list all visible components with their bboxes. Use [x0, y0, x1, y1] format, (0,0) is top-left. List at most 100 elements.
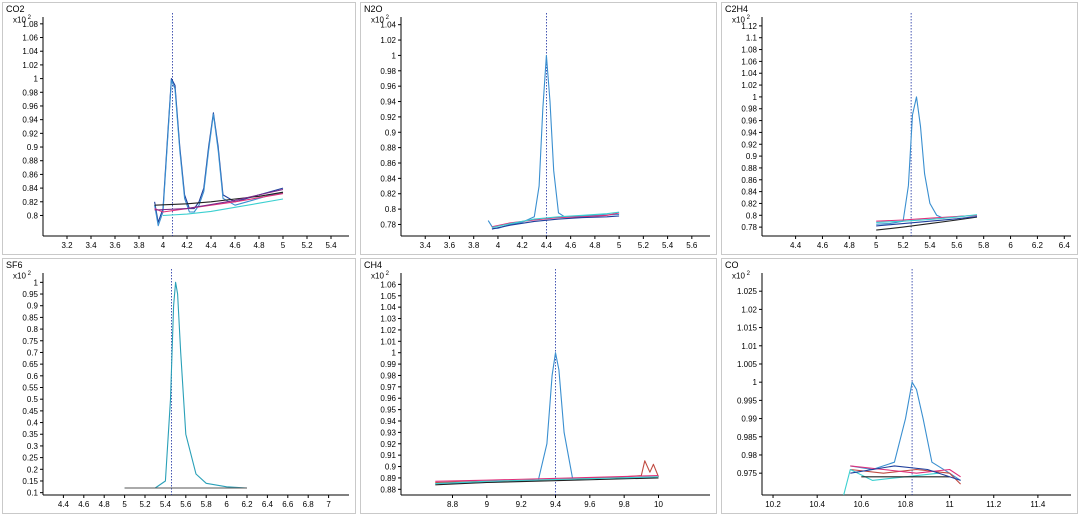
y-scale-exponent: 2 [744, 271, 750, 277]
x-tick-label: 4.2 [517, 241, 529, 250]
y-tick-label: 1.12 [741, 22, 757, 31]
y-tick-label: 0.88 [380, 144, 396, 153]
x-tick-label: 3.6 [109, 241, 121, 250]
chart-panel-co: CO x10 2 0.975 0.98 0.985 0.99 0.995 1 1.005 1.01… [721, 258, 1078, 514]
x-tick-label: 5.2 [139, 500, 151, 509]
y-tick-label: 0.65 [22, 360, 38, 369]
y-tick-label: 0.93 [380, 428, 396, 437]
y-tick-label: 0.94 [22, 116, 38, 125]
y-tick-label: 0.92 [22, 129, 38, 138]
x-tick-label: 5.6 [686, 241, 698, 250]
x-tick-label: 11.4 [1030, 500, 1046, 509]
y-scale-text: x10 [13, 15, 26, 25]
y-scale-label: x10 2 [371, 271, 389, 281]
y-tick-label: 0.95 [22, 290, 38, 299]
x-tick-label: 5 [617, 241, 622, 250]
chart-panel-c2h4: C2H4 x10 2 0.78 0.8 0.82 0.84 0.86 0.88 0.9 0.92 0… [721, 2, 1078, 255]
x-tick-label: 4 [161, 241, 166, 250]
chart-plot: 0.8 0.82 0.84 0.86 0.88 0.9 0.92 0.94 0.96 0.98 1 1… [22, 13, 349, 250]
y-tick-label: 1 [753, 378, 758, 387]
x-tick-label: 6.2 [241, 500, 253, 509]
y-tick-label: 1.02 [741, 81, 757, 90]
x-tick-label: 6 [1008, 241, 1013, 250]
x-tick-label: 6.6 [282, 500, 294, 509]
y-tick-label: 0.1 [27, 489, 39, 498]
y-tick-label: 1 [34, 75, 39, 84]
y-tick-label: 1.05 [380, 292, 396, 301]
y-scale-label: x10 2 [13, 15, 31, 25]
x-tick-label: 6.2 [1032, 241, 1044, 250]
y-tick-label: 0.82 [741, 199, 757, 208]
x-tick-label: 3.4 [85, 241, 97, 250]
y-tick-label: 0.98 [380, 371, 396, 380]
y-tick-label: 1 [392, 51, 397, 60]
y-tick-label: 1.08 [741, 46, 757, 55]
x-tick-label: 9.2 [516, 500, 528, 509]
series-line [491, 215, 620, 230]
y-tick-label: 1.025 [737, 287, 758, 296]
y-tick-label: 0.55 [22, 384, 38, 393]
y-tick-label: 0.98 [741, 105, 757, 114]
y-tick-label: 0.82 [380, 190, 396, 199]
y-tick-label: 0.25 [22, 454, 38, 463]
x-tick-label: 4.8 [253, 241, 265, 250]
y-tick-label: 0.85 [22, 313, 38, 322]
series-line [850, 381, 961, 481]
series-line [154, 79, 284, 227]
x-tick-label: 4.6 [229, 241, 241, 250]
x-tick-label: 3.2 [61, 241, 73, 250]
chart-plot: 0.78 0.8 0.82 0.84 0.86 0.88 0.9 0.92 0.94 0.96 0.… [741, 13, 1071, 250]
chart-title: C2H4 [725, 4, 749, 14]
x-tick-label: 4.6 [565, 241, 577, 250]
x-tick-label: 9.4 [550, 500, 562, 509]
x-tick-label: 7 [326, 500, 331, 509]
y-tick-label: 1.04 [22, 47, 38, 56]
y-tick-label: 0.96 [380, 82, 396, 91]
y-tick-label: 0.5 [27, 395, 39, 404]
series-line [843, 468, 939, 496]
y-scale-label: x10 2 [13, 271, 31, 281]
x-tick-label: 3.8 [468, 241, 480, 250]
y-tick-label: 1.02 [380, 36, 396, 45]
chart-plot: 0.1 0.15 0.2 0.25 0.3 0.35 0.4 0.45 0.5 0.55 0.6 0.… [22, 269, 349, 509]
chart-title: N2O [364, 4, 383, 14]
series-line [154, 188, 284, 211]
y-tick-label: 0.9 [385, 128, 397, 137]
y-tick-label: 1.015 [737, 324, 758, 333]
y-tick-label: 0.92 [380, 440, 396, 449]
y-tick-label: 0.9 [27, 302, 39, 311]
y-scale-text: x10 [13, 271, 26, 281]
y-tick-label: 0.45 [22, 407, 38, 416]
y-tick-label: 0.88 [22, 157, 38, 166]
y-tick-label: 0.96 [22, 102, 38, 111]
y-tick-label: 0.94 [380, 98, 396, 107]
y-tick-label: 0.88 [741, 164, 757, 173]
x-tick-label: 10.4 [809, 500, 825, 509]
y-tick-label: 0.6 [27, 372, 39, 381]
series-line [435, 477, 659, 486]
x-tick-label: 5.2 [898, 241, 910, 250]
y-scale-exponent: 2 [383, 15, 389, 21]
y-tick-label: 0.92 [380, 113, 396, 122]
y-tick-label: 0.9 [27, 143, 39, 152]
y-tick-label: 0.89 [380, 474, 396, 483]
y-scale-text: x10 [732, 271, 745, 281]
x-tick-label: 6 [224, 500, 229, 509]
x-tick-label: 5.4 [924, 241, 936, 250]
y-scale-label: x10 2 [732, 271, 750, 281]
y-tick-label: 0.84 [380, 174, 396, 183]
y-tick-label: 1.06 [380, 280, 396, 289]
y-tick-label: 1.04 [741, 69, 757, 78]
x-tick-label: 4.8 [99, 500, 111, 509]
x-tick-label: 5.4 [662, 241, 674, 250]
y-tick-label: 0.98 [22, 88, 38, 97]
y-tick-label: 0.75 [22, 337, 38, 346]
y-tick-label: 1.005 [737, 360, 758, 369]
y-tick-label: 1.06 [741, 57, 757, 66]
y-tick-label: 0.96 [741, 117, 757, 126]
y-tick-label: 0.7 [27, 348, 39, 357]
y-scale-text: x10 [371, 15, 384, 25]
y-tick-label: 0.8 [27, 325, 39, 334]
series-line [491, 211, 620, 229]
y-tick-label: 1.02 [741, 305, 757, 314]
